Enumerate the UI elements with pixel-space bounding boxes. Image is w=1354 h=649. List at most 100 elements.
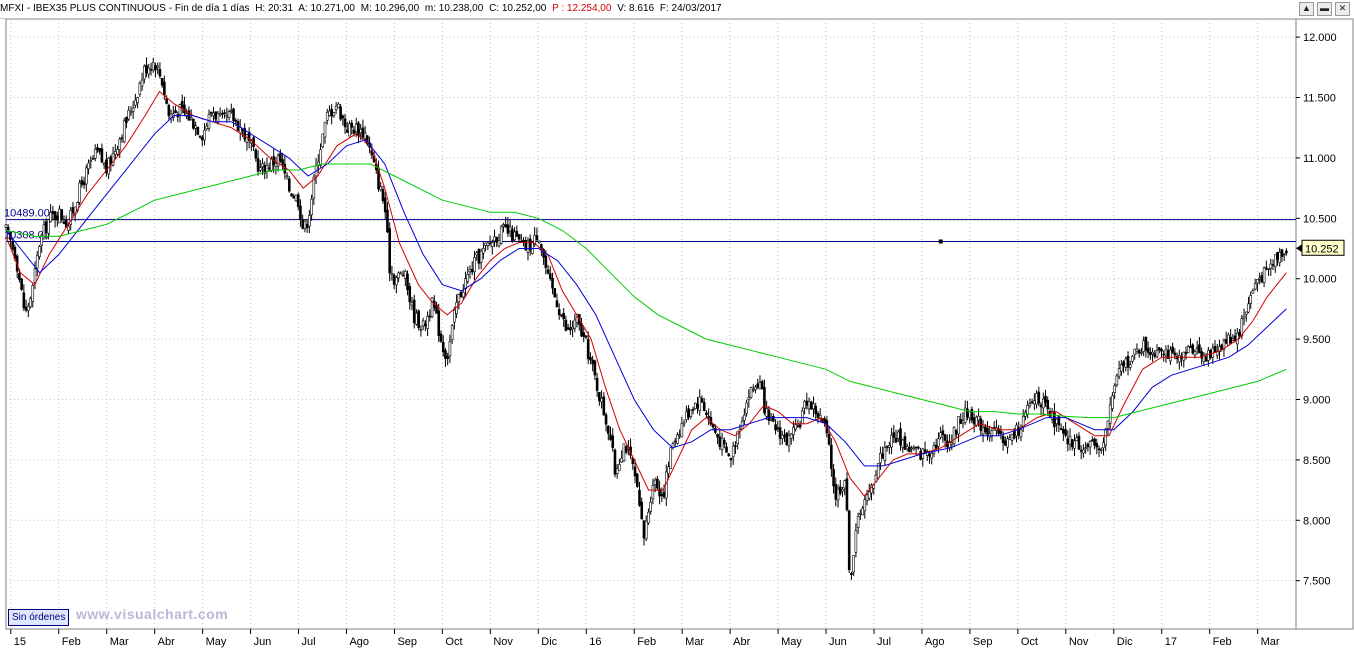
period-label: Fin de día 1 días xyxy=(174,3,250,14)
candle-body xyxy=(256,158,260,172)
candle-body xyxy=(308,215,311,227)
candle-body xyxy=(499,226,503,244)
x-tick-label: 17 xyxy=(1165,636,1177,648)
candle-body xyxy=(330,108,333,117)
candle-body xyxy=(1171,346,1174,353)
candle-body xyxy=(725,446,728,453)
candle-body xyxy=(198,135,202,138)
candle-body xyxy=(586,339,590,360)
candle-body xyxy=(158,69,162,77)
candle-body xyxy=(1142,340,1145,352)
candle-body xyxy=(731,445,735,458)
candle-body xyxy=(1122,361,1125,366)
candle-body xyxy=(502,224,505,227)
candle-body xyxy=(702,402,706,411)
candle-body xyxy=(1186,346,1190,353)
candle-body xyxy=(972,417,976,425)
candle-body xyxy=(38,246,41,258)
candle-body xyxy=(1207,350,1210,361)
candle-body xyxy=(58,208,61,224)
candle-body xyxy=(1258,277,1261,280)
candle-body xyxy=(100,148,104,163)
candle-body xyxy=(551,278,554,289)
candle-body xyxy=(1041,398,1045,409)
x-tick-label: Feb xyxy=(1213,636,1232,648)
high-value: M: 10.296,00 xyxy=(360,3,420,14)
candle-body xyxy=(508,226,512,232)
candle-body xyxy=(167,104,171,116)
candle-body xyxy=(160,78,164,86)
candle-body xyxy=(165,98,168,104)
candle-body xyxy=(337,103,340,108)
candle-body xyxy=(747,397,751,400)
candle-body xyxy=(473,257,476,273)
candle-body xyxy=(1204,356,1208,362)
candle-body xyxy=(1262,267,1266,284)
candle-body xyxy=(80,180,84,185)
candle-body xyxy=(954,430,958,435)
candle-body xyxy=(1117,368,1121,377)
candle-body xyxy=(395,277,398,286)
candle-body xyxy=(497,240,501,247)
close-icon[interactable]: ✕ xyxy=(1335,2,1350,16)
candle-body xyxy=(896,431,900,439)
candle-body xyxy=(312,176,316,199)
candle-body xyxy=(609,434,612,440)
candle-body xyxy=(1079,449,1083,452)
candle-body xyxy=(270,159,273,171)
candle-body xyxy=(1191,344,1195,354)
candle-body xyxy=(718,436,722,447)
candle-body xyxy=(756,383,760,388)
candle-body xyxy=(615,468,619,474)
candle-body xyxy=(772,416,775,422)
candle-body xyxy=(760,381,764,390)
candle-body xyxy=(495,237,499,243)
candle-body xyxy=(221,113,224,115)
candle-body xyxy=(196,126,200,135)
candle-body xyxy=(1064,429,1067,436)
candle-body xyxy=(441,341,445,353)
candle-body xyxy=(258,167,262,171)
candle-body xyxy=(841,489,844,492)
x-tick-label: Sep xyxy=(973,636,993,648)
minimize-icon[interactable]: ▬ xyxy=(1317,2,1332,16)
price-chart[interactable]: 12.000 11.500 11.000 10.500 10.000 9.500 9.000… xyxy=(0,19,1354,649)
candle-body xyxy=(689,409,693,418)
candle-body xyxy=(863,499,867,512)
candle-body xyxy=(1010,433,1014,441)
candle-body xyxy=(1227,334,1230,346)
candle-body xyxy=(459,291,463,297)
candle-body xyxy=(1030,401,1034,404)
candle-body xyxy=(1055,418,1058,424)
candle-body xyxy=(6,227,10,231)
candle-body xyxy=(388,228,391,274)
candle-body xyxy=(332,112,336,116)
candle-body xyxy=(35,255,39,269)
candle-body xyxy=(707,416,710,418)
candle-body xyxy=(1111,395,1114,409)
candle-body xyxy=(838,486,842,494)
y-tick-label: 10.000 xyxy=(1303,274,1337,286)
candle-body xyxy=(464,278,467,290)
candle-body xyxy=(180,100,184,108)
candle-body xyxy=(865,494,869,501)
candle-body xyxy=(546,269,550,274)
candle-body xyxy=(620,457,623,463)
p-value: P : 12.254,00 xyxy=(552,3,612,14)
candle-body xyxy=(212,112,215,117)
candle-body xyxy=(807,401,811,410)
candle-body xyxy=(406,273,409,290)
candle-body xyxy=(116,149,119,155)
y-tick-label: 10.500 xyxy=(1303,213,1337,225)
candle-body xyxy=(134,99,137,106)
candle-body xyxy=(952,427,956,445)
candle-body xyxy=(698,396,702,412)
candle-body xyxy=(129,111,133,114)
candle-body xyxy=(140,79,144,87)
candle-body xyxy=(783,434,786,437)
orders-status-badge[interactable]: Sin órdenes xyxy=(8,609,70,626)
y-tick-label: 11.000 xyxy=(1303,153,1336,165)
candle-body xyxy=(836,488,840,501)
restore-icon[interactable]: ▲ xyxy=(1299,2,1314,16)
candle-body xyxy=(62,221,66,224)
